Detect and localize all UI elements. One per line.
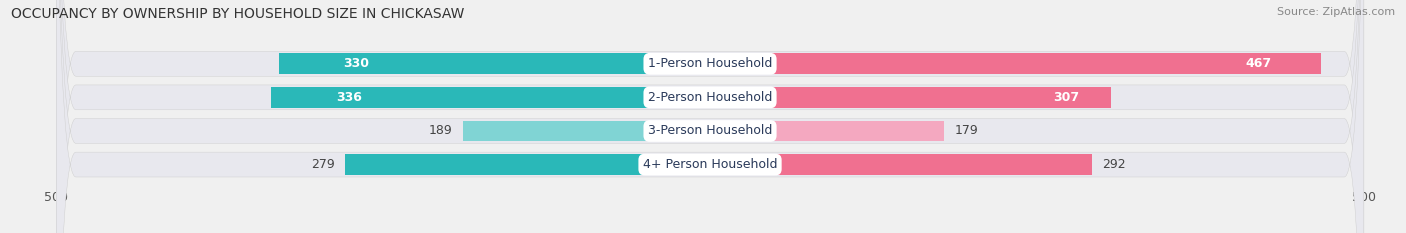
- Text: 3-Person Household: 3-Person Household: [648, 124, 772, 137]
- Bar: [278, 53, 710, 74]
- Legend: Owner-occupied, Renter-occupied: Owner-occupied, Renter-occupied: [575, 232, 845, 233]
- Text: Source: ZipAtlas.com: Source: ZipAtlas.com: [1277, 7, 1395, 17]
- Text: 1-Person Household: 1-Person Household: [648, 57, 772, 70]
- FancyBboxPatch shape: [56, 0, 1364, 233]
- Text: 189: 189: [429, 124, 453, 137]
- Text: 336: 336: [336, 91, 363, 104]
- Bar: [346, 154, 710, 175]
- FancyBboxPatch shape: [56, 0, 1364, 233]
- Text: 467: 467: [1246, 57, 1272, 70]
- Text: 2-Person Household: 2-Person Household: [648, 91, 772, 104]
- Text: 179: 179: [955, 124, 979, 137]
- Text: OCCUPANCY BY OWNERSHIP BY HOUSEHOLD SIZE IN CHICKASAW: OCCUPANCY BY OWNERSHIP BY HOUSEHOLD SIZE…: [11, 7, 464, 21]
- Text: 292: 292: [1102, 158, 1126, 171]
- Bar: [463, 120, 710, 141]
- Text: 330: 330: [343, 57, 370, 70]
- Text: 279: 279: [311, 158, 335, 171]
- FancyBboxPatch shape: [56, 0, 1364, 233]
- Bar: [710, 120, 943, 141]
- Bar: [271, 87, 710, 108]
- Text: 307: 307: [1053, 91, 1080, 104]
- Bar: [710, 87, 1112, 108]
- FancyBboxPatch shape: [56, 0, 1364, 233]
- Text: 4+ Person Household: 4+ Person Household: [643, 158, 778, 171]
- Bar: [710, 53, 1320, 74]
- Bar: [710, 154, 1092, 175]
